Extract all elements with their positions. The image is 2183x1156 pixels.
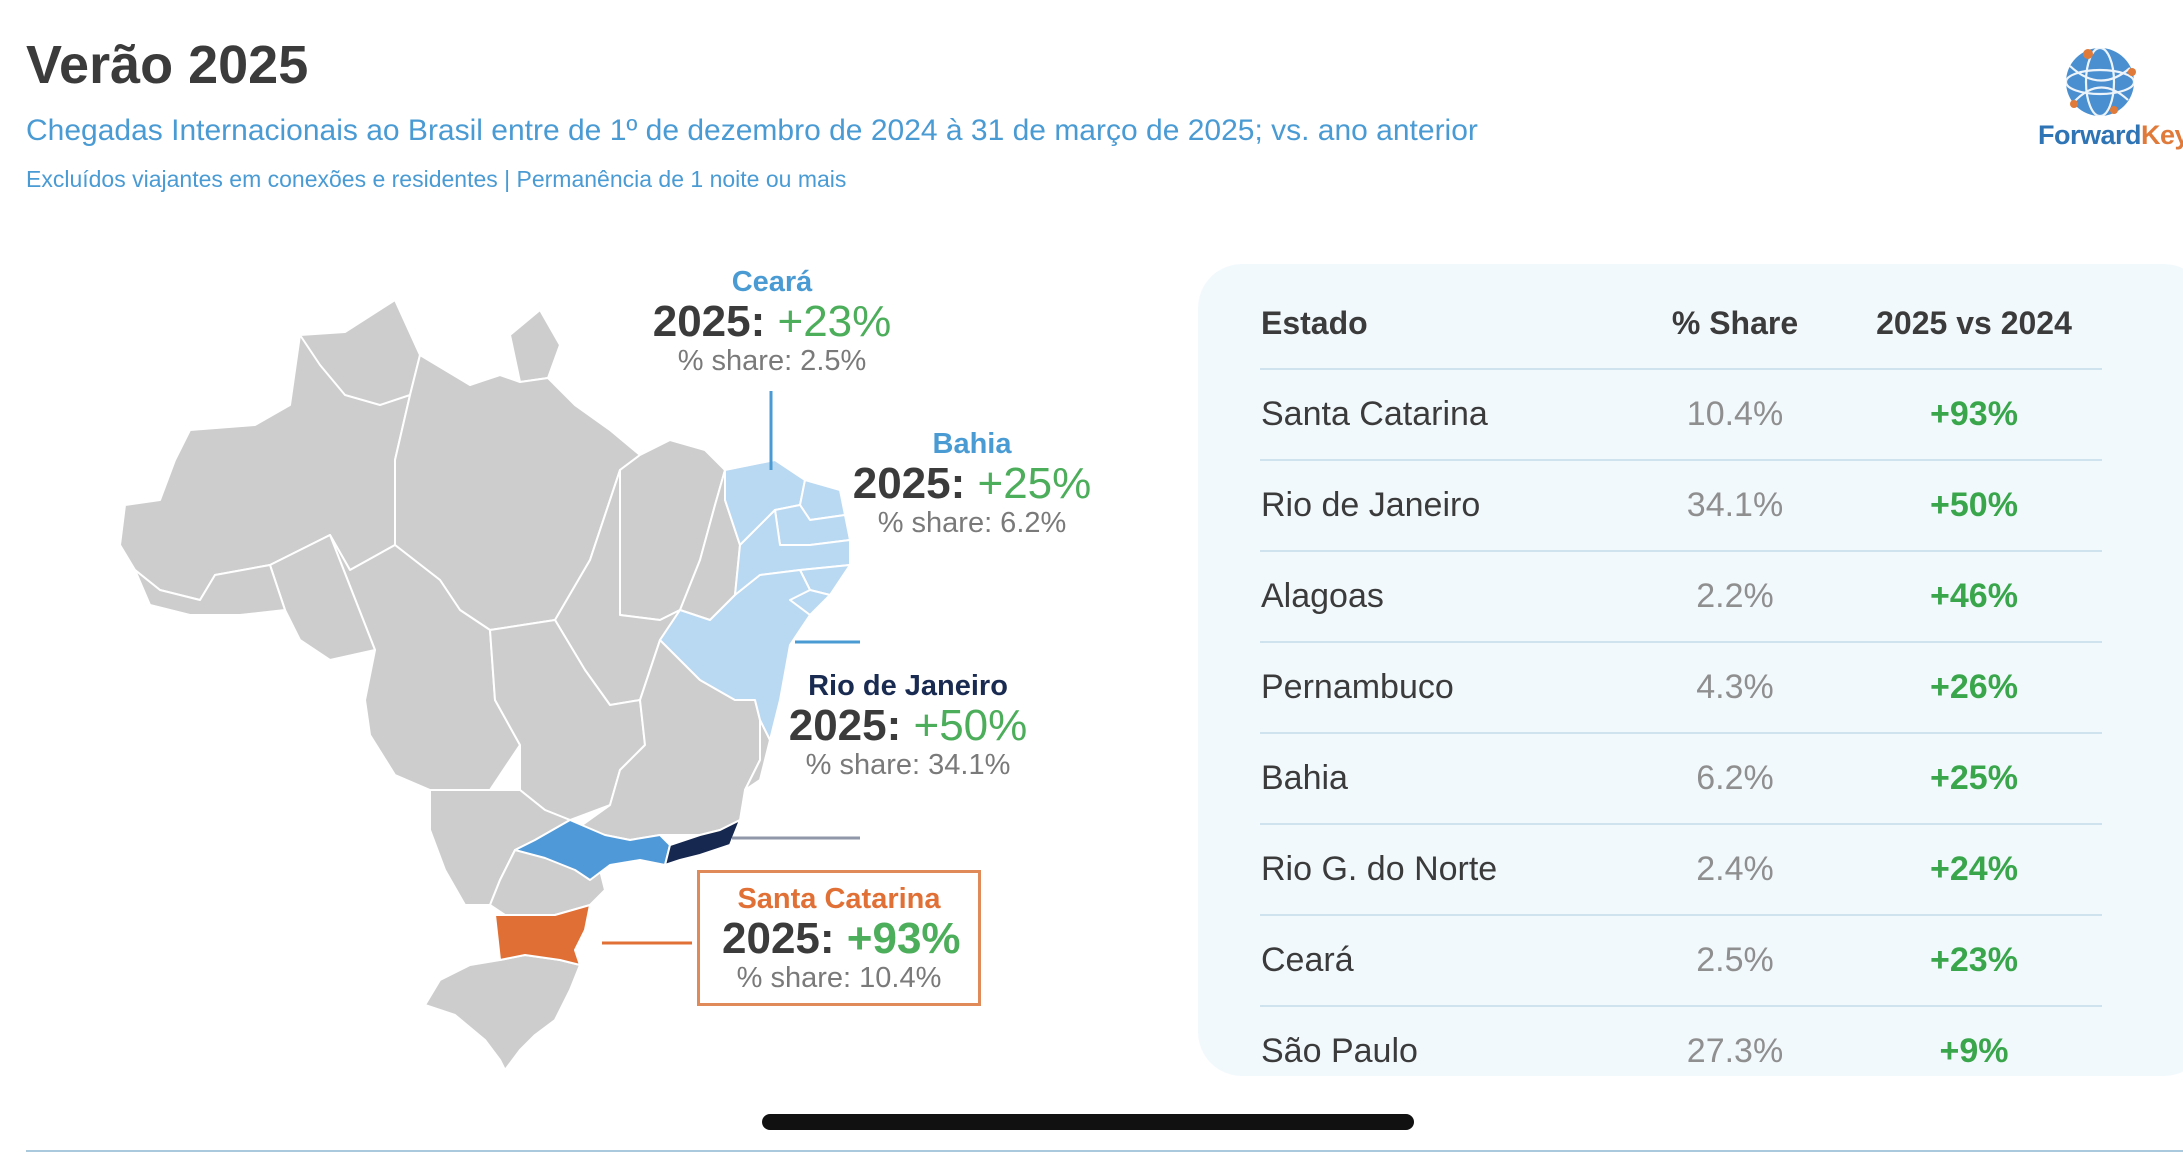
forwardkeys-logo: ForwardKeys bbox=[2038, 120, 2183, 151]
cell-state: Alagoas bbox=[1260, 551, 1624, 643]
callout-bahia-year: 2025: bbox=[852, 459, 966, 508]
cell-share: 2.4% bbox=[1624, 824, 1846, 916]
callout-bahia-share: % share: 6.2% bbox=[877, 507, 1067, 540]
callout-bahia-value: +25% bbox=[977, 459, 1092, 508]
callout-santa-catarina-value: +93% bbox=[846, 914, 961, 963]
callout-santa-catarina-year: 2025: bbox=[722, 914, 835, 963]
brazil-map bbox=[119, 299, 860, 1071]
cell-share: 4.3% bbox=[1624, 642, 1846, 734]
cell-state: Pernambuco bbox=[1260, 642, 1624, 734]
column-header-share: % Share bbox=[1624, 278, 1846, 370]
table-row: Alagoas 2.2% +46% bbox=[1260, 551, 2102, 643]
callout-ceara-year: 2025: bbox=[652, 297, 766, 346]
table-row: Bahia 6.2% +25% bbox=[1260, 733, 2102, 825]
cell-state: São Paulo bbox=[1261, 1032, 1418, 1070]
table-row: Rio de Janeiro 34.1% +50% bbox=[1260, 460, 2102, 552]
cell-change: +50% bbox=[1846, 460, 2102, 552]
page-subtitle: Chegadas Internacionais ao Brasil entre … bbox=[26, 114, 1478, 147]
callout-santa-catarina-growth: 2025: +93% bbox=[722, 914, 961, 963]
cell-change: +93% bbox=[1846, 369, 2102, 461]
leader-line-bahia bbox=[795, 640, 860, 644]
cell-state: Ceará bbox=[1260, 915, 1624, 1007]
cell-state: Bahia bbox=[1260, 733, 1624, 825]
cell-share: 2.5% bbox=[1624, 915, 1846, 1007]
state-rio-de-janeiro bbox=[664, 819, 741, 866]
table-row: São Paulo 27.3% +9% bbox=[1260, 1006, 2102, 1096]
logo-text-keys: Keys bbox=[2141, 120, 2183, 150]
state-santa-catarina bbox=[494, 904, 591, 966]
cell-change: +23% bbox=[1846, 915, 2102, 1007]
callout-bahia: Bahia 2025: +25% % share: 6.2% bbox=[852, 428, 1092, 540]
page-note: Excluídos viajantes em conexões e reside… bbox=[26, 166, 847, 192]
callout-rio-share: % share: 34.1% bbox=[805, 749, 1011, 782]
cell-state: Rio G. do Norte bbox=[1260, 824, 1624, 916]
state-bahia bbox=[659, 569, 811, 741]
cell-change: +46% bbox=[1846, 551, 2102, 643]
column-header-state: Estado bbox=[1260, 278, 1624, 370]
cell-change: +26% bbox=[1846, 642, 2102, 734]
globe-icon bbox=[2064, 46, 2136, 118]
callout-rio-name: Rio de Janeiro bbox=[808, 670, 1008, 702]
bottom-divider bbox=[26, 1150, 2183, 1152]
leader-line-rio bbox=[732, 836, 860, 840]
callout-santa-catarina-name: Santa Catarina bbox=[737, 883, 941, 915]
callout-santa-catarina-share: % share: 10.4% bbox=[736, 962, 942, 995]
ranking-table: Estado % Share 2025 vs 2024 Santa Catari… bbox=[1260, 278, 2102, 1096]
table-row: Ceará 2.5% +23% bbox=[1260, 915, 2102, 1007]
callout-bahia-name: Bahia bbox=[932, 428, 1012, 460]
home-indicator[interactable] bbox=[762, 1114, 1414, 1130]
callout-rio-year: 2025: bbox=[788, 701, 902, 750]
callout-rio-value: +50% bbox=[913, 701, 1028, 750]
state-acre bbox=[134, 564, 286, 616]
callout-bahia-growth: 2025: +25% bbox=[852, 459, 1092, 508]
table-row: Santa Catarina 10.4% +93% bbox=[1260, 369, 2102, 461]
table-row: Pernambuco 4.3% +26% bbox=[1260, 642, 2102, 734]
state-amapa bbox=[509, 309, 561, 383]
cell-change: +24% bbox=[1846, 824, 2102, 916]
page-title: Verão 2025 bbox=[26, 35, 309, 95]
cell-share: 6.2% bbox=[1624, 733, 1846, 825]
table-row: Rio G. do Norte 2.4% +24% bbox=[1260, 824, 2102, 916]
logo-text-forward: Forward bbox=[2038, 120, 2142, 150]
callout-ceara-value: +23% bbox=[777, 297, 892, 346]
cell-share: 10.4% bbox=[1624, 369, 1846, 461]
callout-ceara-share: % share: 2.5% bbox=[677, 345, 867, 378]
cell-share: 2.2% bbox=[1624, 551, 1846, 643]
cell-change: +9% bbox=[1939, 1032, 2009, 1070]
callout-santa-catarina: Santa Catarina 2025: +93% % share: 10.4% bbox=[697, 870, 981, 1007]
cell-share: 27.3% bbox=[1686, 1032, 1784, 1070]
callout-rio-growth: 2025: +50% bbox=[778, 701, 1038, 750]
column-header-change: 2025 vs 2024 bbox=[1846, 278, 2102, 370]
cell-state: Santa Catarina bbox=[1260, 369, 1624, 461]
callout-rio: Rio de Janeiro 2025: +50% % share: 34.1% bbox=[778, 670, 1038, 782]
cell-change: +25% bbox=[1846, 733, 2102, 825]
state-rio-grande-do-sul bbox=[424, 954, 581, 1071]
table-header-row: Estado % Share 2025 vs 2024 bbox=[1260, 278, 2102, 370]
callout-ceara-growth: 2025: +23% bbox=[652, 297, 892, 346]
callout-ceara: Ceará 2025: +23% % share: 2.5% bbox=[652, 266, 892, 378]
cell-share: 34.1% bbox=[1624, 460, 1846, 552]
callout-ceara-name: Ceará bbox=[731, 266, 813, 298]
cell-state: Rio de Janeiro bbox=[1260, 460, 1624, 552]
